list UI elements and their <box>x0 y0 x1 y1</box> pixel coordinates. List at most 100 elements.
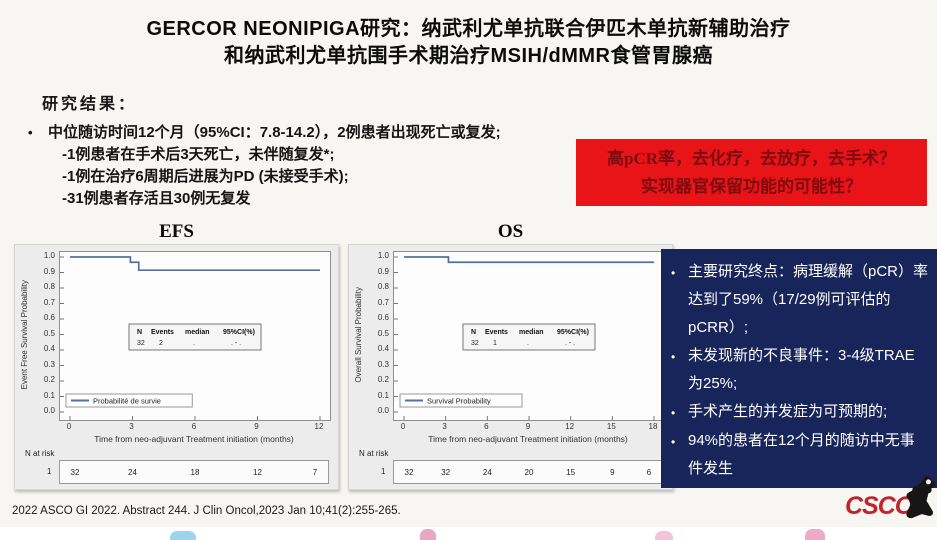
y-tick-label: 0.1 <box>43 390 55 400</box>
finding-3: • 手术产生的并发症为可预期的; <box>671 398 929 427</box>
y-tick-label: 0.3 <box>43 359 55 369</box>
efs-chart-panel: Event Free Survival Probability 1.0 0.9 0.8… <box>14 244 339 490</box>
y-tick-label: 0.8 <box>377 282 389 291</box>
risk-group-label: 1 <box>47 467 52 476</box>
bullet-icon: • <box>671 266 676 280</box>
risk-count: 24 <box>482 468 492 477</box>
slide-title-line2: 和纳武利尤单抗围手术期治疗MSIH/dMMR食管胃腺癌 <box>223 45 714 67</box>
risk-count: 24 <box>128 468 137 477</box>
x-tick-label: 6 <box>191 422 197 431</box>
bullet-icon: • <box>671 406 676 420</box>
stats-header-cell: N <box>471 329 476 336</box>
risk-count: 7 <box>312 468 318 477</box>
finding-4-text: 94%的患者在12个月的随访中无事件发生 <box>688 432 915 477</box>
plot-area: N Events median 95%CI(%) 32 2. . - . Probabilit… <box>59 251 331 421</box>
os-chart-title: OS <box>497 221 524 242</box>
y-tick-label: 0.7 <box>43 297 55 307</box>
y-tick-label: 0.7 <box>377 297 389 307</box>
km-plot-svg: N Events median 95%CI(%) 32 2. . - . Probabilit… <box>60 256 321 420</box>
plot-area: N Events median 95%CI(%) 32 1. . - . Survival P… <box>393 251 665 421</box>
results-bullets: • 中位随访时间12个月（95%CI：7.8-14.2），2例患者出现死亡或复发… <box>28 122 501 210</box>
stats-header-cell: median <box>519 329 544 336</box>
main-bullet-text: 中位随访时间12个月（95%CI：7.8-14.2），2例患者出现死亡或复发; <box>48 124 501 141</box>
stats-row-cell: 32 <box>471 340 479 347</box>
x-tick-label: 9 <box>254 422 259 431</box>
y-tick-label: 0.3 <box>377 359 389 369</box>
y-tick-label: 0.6 <box>43 313 55 322</box>
stats-header-cell: N <box>137 329 142 336</box>
y-tick-label: 0.9 <box>43 266 55 276</box>
y-axis-label-text: Overall Survival Probability <box>353 287 363 383</box>
n-at-risk-label: N at risk <box>359 449 389 458</box>
callout-line2: 实现器官保留功能的可能性？ <box>641 176 862 196</box>
x-tick-label: 12 <box>565 422 575 431</box>
finding-2-text: 未发现新的不良事件：3-4级TRAE为25%; <box>688 347 915 392</box>
km-plot-svg: N Events median 95%CI(%) 32 1. . - . Survival P… <box>394 256 655 420</box>
x-tick-label: 3 <box>129 422 134 431</box>
y-tick-label: 0.0 <box>377 406 389 415</box>
question-callout-box: 高pCR率，去化疗，去放疗，去手术？ 实现器官保留功能的可能性？ <box>576 139 927 206</box>
slide-title: GERCOR NEONIPIGA研究：纳武利尤单抗联合伊匹木单抗新辅助治疗 和纳… <box>0 16 937 70</box>
stats-header-cell: 95%CI(%) <box>223 329 255 336</box>
y-tick-label: 0.8 <box>43 282 55 291</box>
y-tick-label: 0.5 <box>43 328 55 338</box>
stats-header-cell: 95%CI(%) <box>557 329 589 336</box>
csco-logo-text: CSCO <box>845 492 914 520</box>
y-axis-label: Event Free Survival Probability <box>17 251 31 419</box>
km-curve <box>404 256 654 264</box>
decor-shape-lightpink <box>655 531 673 540</box>
sub-bullet-3: -31例患者存活且30例无复发 <box>62 190 251 207</box>
risk-count: 32 <box>404 468 414 477</box>
stats-row-cell: . - . <box>231 340 241 347</box>
stats-row-cell: 32 <box>137 340 145 347</box>
n-at-risk-row: 32 24 18 12 7 <box>59 460 329 484</box>
y-tick-label: 0.5 <box>377 328 389 338</box>
finding-3-text: 手术产生的并发症为可预期的; <box>688 403 888 420</box>
y-tick-label: 1.0 <box>43 251 55 260</box>
x-tick-label: 12 <box>314 422 324 431</box>
y-axis-label: Overall Survival Probability <box>351 251 365 419</box>
decor-shape-blue <box>170 531 196 540</box>
decor-shape-pink <box>420 529 436 540</box>
bullet-icon: • <box>671 350 676 364</box>
sub-bullet-1: -1例患者在手术后3天死亡，未伴随复发*; <box>62 146 335 163</box>
x-tick-label: 3 <box>442 422 447 431</box>
key-findings-box: • 主要研究终点：病理缓解（pCR）率达到了59%（17/29例可评估的pCRR… <box>661 249 937 488</box>
csco-logo: CSCO <box>845 476 937 522</box>
bullet-icon: • <box>28 125 33 140</box>
os-chart-panel: Overall Survival Probability 1.0 0.9 0.8 0.7… <box>348 244 673 490</box>
risk-count: 9 <box>610 468 615 477</box>
stats-header-cell: Events <box>485 329 508 336</box>
risk-count: 15 <box>566 468 576 477</box>
n-at-risk-label: N at risk <box>25 449 55 458</box>
y-tick-label: 0.0 <box>43 406 55 415</box>
stats-row-cell: 2 <box>159 340 163 347</box>
sub-bullet-2: -1例在治疗6周期后进展为PD (未接受手术); <box>62 168 349 185</box>
y-tick-label: 0.4 <box>43 344 55 353</box>
stats-header-cell: Events <box>151 329 174 336</box>
x-tick-label: 15 <box>606 422 616 431</box>
y-axis-label-text: Event Free Survival Probability <box>19 280 29 390</box>
risk-count: 32 <box>441 468 451 477</box>
x-axis-label: Time from neo-adjuvant Treatment initiat… <box>428 434 628 444</box>
x-tick-label: 0 <box>66 422 72 431</box>
stats-row-cell: . - . <box>565 340 575 347</box>
x-axis-label: Time from neo-adjuvant Treatment initiat… <box>94 434 294 444</box>
risk-count: 12 <box>253 468 262 477</box>
y-tick-label: 0.2 <box>43 375 55 384</box>
x-tick-label: 0 <box>400 422 406 431</box>
km-curve <box>70 256 320 272</box>
y-tick-label: 0.6 <box>377 313 389 322</box>
x-tick-label: 9 <box>525 422 531 431</box>
decor-shape-pink2 <box>805 529 825 540</box>
risk-count: 32 <box>70 468 80 477</box>
risk-count: 18 <box>190 468 200 477</box>
y-tick-label: 0.1 <box>377 390 389 400</box>
n-at-risk-row: 32 32 24 20 15 9 6 <box>393 460 663 484</box>
csco-panda-icon <box>899 476 937 525</box>
legend-label: Probabilité de survie <box>93 397 161 406</box>
finding-2: • 未发现新的不良事件：3-4级TRAE为25%; <box>671 342 929 398</box>
finding-1-text: 主要研究终点：病理缓解（pCR）率达到了59%（17/29例可评估的pCRR）; <box>688 263 929 336</box>
stats-row-cell: . <box>193 340 195 347</box>
